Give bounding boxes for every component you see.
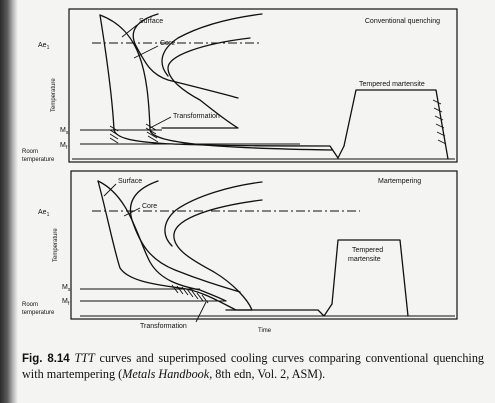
- top-surface-leader: [121, 24, 138, 38]
- top-transformation-label: Transformation: [173, 113, 220, 120]
- caption-ttt: TTT: [74, 351, 95, 365]
- bottom-transformation-leader: [195, 301, 207, 323]
- bottom-xlabel: Time: [258, 328, 272, 334]
- bottom-room-label-1: Room: [22, 302, 38, 308]
- top-panel: Conventional quenching Ae1 Ms Mf Room te…: [22, 8, 458, 163]
- bottom-ylabel: Temperature: [53, 228, 59, 262]
- book-binding-shadow: [0, 0, 18, 403]
- top-ms-label: Ms: [60, 127, 69, 136]
- bottom-room-label-2: temperature: [22, 310, 55, 316]
- bottom-ms-label: Ms: [62, 284, 71, 293]
- bottom-surface-label: Surface: [118, 178, 142, 185]
- bottom-core-leader: [123, 207, 141, 217]
- top-tempering-hatch: [432, 99, 447, 145]
- top-tempered-label: Tempered martensite: [359, 81, 425, 88]
- top-ttt-start-hook: [161, 13, 263, 77]
- ttt-diagram: Conventional quenching Ae1 Ms Mf Room te…: [22, 8, 458, 334]
- top-ttt-finish-curve: [161, 37, 251, 129]
- bottom-mf-label: Mf: [62, 298, 70, 307]
- top-surface-label: Surface: [139, 18, 163, 25]
- bottom-ae1-label: Ae1: [38, 209, 50, 218]
- bottom-surface-leader: [103, 183, 117, 197]
- bottom-surface-curve: [97, 180, 333, 317]
- top-ae1-label: Ae1: [38, 42, 50, 51]
- top-core-label: Core: [160, 40, 175, 47]
- top-core-leader: [133, 45, 159, 59]
- caption-text-1: curves and superimposed cooling curves c…: [22, 351, 485, 381]
- bottom-panel-frame: [70, 170, 458, 320]
- top-transformation-hatch: [109, 123, 159, 144]
- bottom-core-label: Core: [142, 203, 157, 210]
- caption-source: Metals Handbook: [122, 367, 210, 381]
- bottom-core-curve: [97, 180, 227, 302]
- top-room-label-2: temperature: [22, 157, 55, 163]
- caption-text-2: , 8th edn, Vol. 2, ASM).: [209, 367, 326, 381]
- bottom-ttt-start-hook: [164, 181, 263, 247]
- top-panel-frame: [68, 8, 458, 163]
- bottom-ttt-finish-curve: [173, 199, 263, 311]
- top-ylabel: Temperature: [51, 78, 57, 112]
- figure-caption: Fig. 8.14 TTT curves and superimposed co…: [22, 351, 484, 382]
- bottom-tempered-label-1: Tempered: [352, 247, 383, 254]
- bottom-panel: Martempering Ae1 Ms Mf Room temperature …: [22, 170, 458, 334]
- bottom-transformation-label: Transformation: [140, 323, 187, 330]
- bottom-transformation-hatch: [171, 284, 209, 304]
- top-tempering-curve: [343, 89, 449, 160]
- bottom-tempering-curve: [331, 239, 409, 317]
- bottom-ttt-start-upper: [129, 180, 241, 293]
- top-mf-label: Mf: [60, 142, 68, 151]
- top-surface-curve: [99, 14, 345, 159]
- top-transformation-leader: [149, 116, 172, 129]
- figure-number: Fig. 8.14: [22, 353, 70, 365]
- top-room-label-1: Room: [22, 149, 38, 155]
- bottom-panel-title: Martempering: [378, 178, 421, 185]
- top-ttt-start-upper: [132, 13, 239, 99]
- bottom-tempered-label-2: martensite: [348, 256, 381, 263]
- top-panel-title: Conventional quenching: [365, 18, 440, 25]
